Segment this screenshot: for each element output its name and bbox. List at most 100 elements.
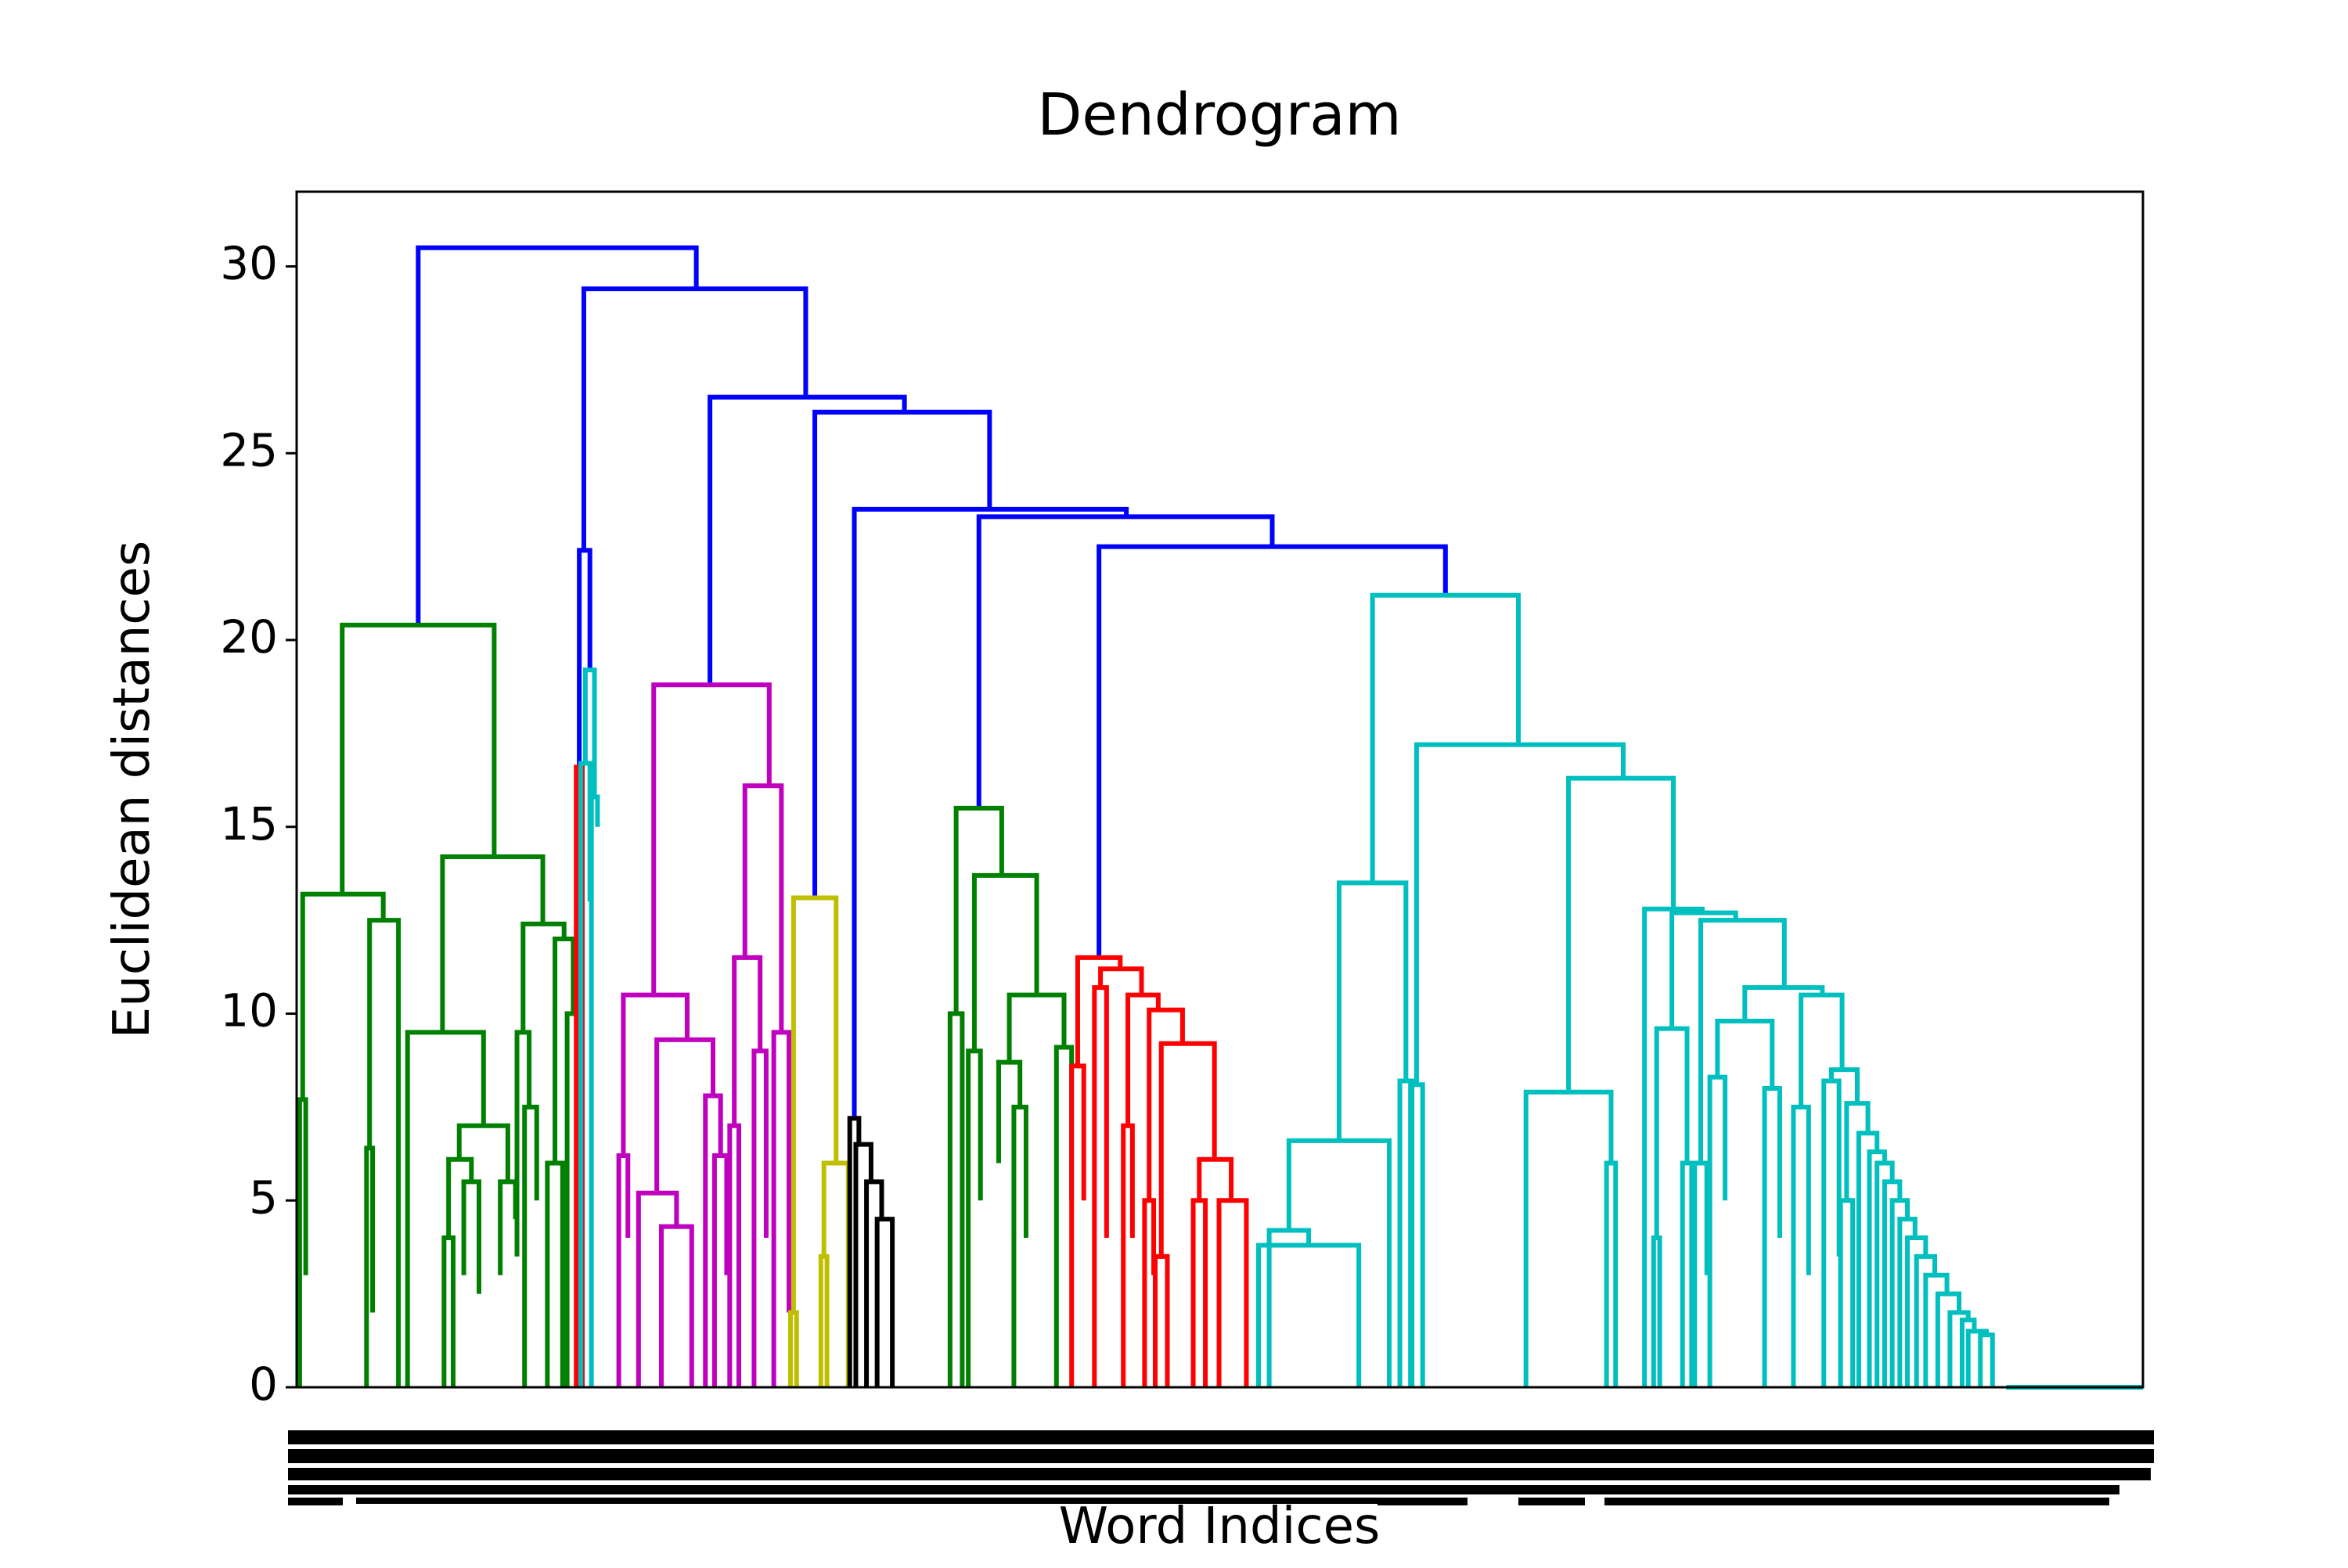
link	[1408, 1082, 1425, 1387]
link	[1413, 742, 1626, 1085]
link	[1336, 880, 1409, 1141]
link	[711, 1153, 729, 1387]
link	[1256, 1243, 1362, 1387]
link	[1821, 1078, 1842, 1387]
link	[1152, 1253, 1170, 1387]
link	[520, 921, 567, 1033]
link	[1158, 1041, 1217, 1257]
link	[1707, 1074, 1728, 1387]
link	[818, 1253, 830, 1387]
link	[1669, 910, 1738, 1029]
y-axis-label: Euclidean distances	[103, 541, 161, 1038]
link	[616, 1153, 631, 1387]
link	[1742, 985, 1825, 1022]
link	[1897, 1217, 1918, 1387]
link	[461, 1179, 481, 1294]
link	[727, 1123, 741, 1387]
link	[1075, 955, 1123, 1066]
link	[589, 794, 600, 1387]
link	[582, 667, 597, 797]
link	[1698, 918, 1787, 1163]
link	[853, 1142, 873, 1387]
link	[1680, 1160, 1694, 1387]
link	[364, 1145, 376, 1387]
y-tick-label: 20	[220, 610, 278, 664]
link	[300, 891, 386, 1100]
link	[621, 992, 690, 1156]
link	[742, 783, 784, 1033]
link	[405, 1030, 486, 1387]
link	[1566, 775, 1676, 1092]
link	[654, 1037, 715, 1193]
link	[1799, 992, 1845, 1107]
link	[297, 1097, 308, 1387]
link	[732, 955, 763, 1126]
link	[1069, 1063, 1086, 1387]
link	[953, 805, 1004, 1014]
link	[1121, 1123, 1135, 1387]
link	[751, 1048, 769, 1387]
chart-title: Dendrogram	[1037, 81, 1401, 149]
link	[446, 1156, 474, 1238]
leaf-label-row	[288, 1449, 2154, 1463]
y-tick-label: 10	[220, 984, 278, 1038]
leaf-label-row	[288, 1485, 2119, 1494]
link	[1142, 1198, 1157, 1387]
leaf-label-row	[288, 1498, 343, 1505]
link	[1923, 1272, 1950, 1387]
link	[1889, 1198, 1910, 1387]
link	[947, 1011, 965, 1387]
link	[1959, 1318, 1977, 1387]
link	[1097, 544, 1448, 958]
link	[416, 245, 699, 625]
leaf-label-row	[356, 1498, 1468, 1504]
y-tick-label: 30	[220, 237, 278, 290]
link	[1098, 966, 1144, 995]
link	[788, 1310, 799, 1387]
link	[1007, 992, 1067, 1063]
link	[651, 682, 772, 995]
x-axis-label: Word Indices	[1059, 1498, 1381, 1555]
link	[1791, 1104, 1811, 1387]
link	[1905, 1235, 1928, 1387]
leaf-label-row	[1604, 1498, 2109, 1505]
link	[1762, 1086, 1782, 1387]
link	[790, 895, 839, 1313]
link	[812, 409, 992, 898]
link	[1867, 1149, 1887, 1387]
link	[864, 1179, 884, 1387]
link	[1978, 1332, 1995, 1387]
links	[297, 245, 2143, 1390]
link	[1523, 1089, 1614, 1387]
link	[636, 1190, 679, 1387]
link	[581, 286, 808, 551]
link	[771, 1030, 792, 1387]
link	[1604, 1160, 1619, 1387]
link	[1654, 1026, 1690, 1238]
link	[514, 1030, 532, 1257]
link	[1828, 1067, 1860, 1104]
y-tick-label: 15	[220, 797, 278, 851]
link	[456, 1123, 510, 1182]
link	[553, 937, 576, 1163]
y-tick-label: 5	[249, 1171, 278, 1224]
link	[1874, 1160, 1895, 1387]
link	[966, 1048, 983, 1387]
link	[1370, 592, 1522, 883]
link	[1935, 1291, 1962, 1387]
link	[440, 854, 546, 1033]
link	[852, 506, 1129, 1119]
link	[874, 1217, 895, 1387]
link	[1216, 1198, 1249, 1387]
link	[1844, 1101, 1871, 1201]
link	[522, 1104, 539, 1387]
link	[367, 918, 402, 1387]
link	[545, 1160, 565, 1387]
link	[1011, 1104, 1028, 1387]
link	[976, 514, 1275, 808]
link	[658, 1224, 694, 1387]
link	[1092, 985, 1109, 1387]
link	[1947, 1310, 1971, 1387]
